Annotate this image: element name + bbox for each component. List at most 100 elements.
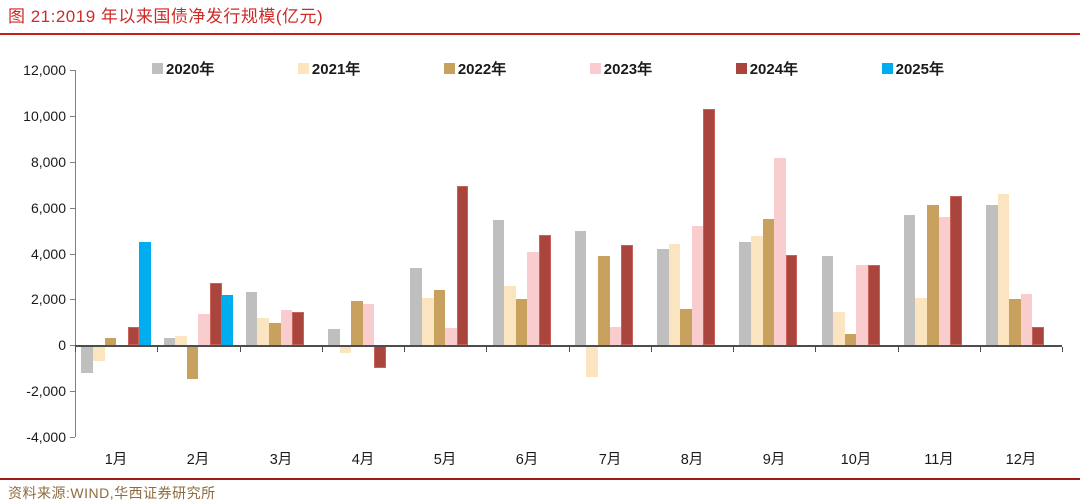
y-axis-label: 2,000	[30, 291, 66, 307]
y-axis-tick	[70, 116, 75, 117]
x-axis-tick	[733, 347, 734, 352]
bar-2022-5月	[434, 290, 445, 345]
y-axis-line	[75, 70, 76, 437]
y-axis-label: 6,000	[30, 200, 66, 216]
x-axis-tick	[75, 347, 76, 352]
x-axis-tick	[240, 347, 241, 352]
bar-2025-1月	[139, 242, 151, 345]
x-axis-tick	[404, 347, 405, 352]
figure-title: 图 21:2019 年以来国债净发行规模(亿元)	[8, 7, 324, 26]
bar-2022-6月	[516, 299, 527, 345]
legend-item-2021: 2021年	[297, 58, 361, 79]
legend-item-2024: 2024年	[735, 58, 798, 79]
x-axis-tick	[651, 347, 652, 352]
bar-2021-10月	[833, 312, 845, 345]
x-axis-label: 7月	[598, 452, 622, 468]
bar-2024-1月	[128, 327, 139, 345]
chart-legend: 2020年 2021年 2022年 2023年 2024年 2025年	[152, 58, 944, 79]
bar-2020-9月	[739, 242, 751, 345]
bar-2022-1月	[105, 338, 116, 345]
x-axis-label: 9月	[762, 452, 786, 468]
bar-2021-9月	[751, 236, 763, 345]
bar-2022-12月	[1009, 299, 1021, 345]
y-axis-tick	[70, 162, 75, 163]
x-axis-tick	[980, 347, 981, 352]
bar-2024-4月	[374, 345, 386, 368]
bar-2021-7月	[586, 345, 598, 377]
legend-item-2022: 2022年	[443, 58, 506, 79]
x-axis-tick	[1062, 347, 1063, 352]
x-axis-label: 5月	[433, 452, 457, 468]
y-axis-tick	[70, 299, 75, 300]
y-axis-label: -4,000	[26, 429, 66, 445]
y-axis-tick	[70, 254, 75, 255]
bar-2020-6月	[493, 220, 504, 345]
bar-2020-12月	[986, 205, 998, 345]
bar-2023-10月	[856, 265, 868, 345]
bar-2024-5月	[457, 186, 468, 345]
bar-2020-5月	[410, 268, 422, 345]
footer-divider-rule	[0, 478, 1080, 480]
x-axis-label: 12月	[1005, 452, 1037, 468]
y-axis-label: 4,000	[30, 246, 66, 262]
bar-2020-8月	[657, 249, 669, 345]
bar-2022-2月	[187, 345, 198, 379]
bar-2021-3月	[257, 318, 269, 346]
bar-2022-10月	[845, 334, 856, 345]
x-axis-label: 3月	[269, 452, 293, 468]
bar-2020-7月	[575, 231, 586, 346]
legend-swatch-icon	[589, 62, 601, 74]
bar-2023-8月	[692, 226, 703, 345]
bar-2021-8月	[669, 244, 680, 345]
legend-label: 2025年	[895, 60, 944, 78]
bar-2022-4月	[351, 301, 363, 346]
bar-2023-5月	[445, 328, 457, 345]
bar-2021-4月	[340, 345, 351, 353]
bar-2024-12月	[1032, 327, 1044, 345]
bar-2023-2月	[198, 314, 210, 345]
x-axis-tick	[898, 347, 899, 352]
y-axis-label: 10,000	[23, 108, 66, 124]
bar-2021-6月	[504, 286, 516, 346]
y-axis-label: 8,000	[30, 154, 66, 170]
bar-2022-8月	[680, 309, 692, 346]
bar-2024-3月	[292, 312, 304, 345]
bar-2023-12月	[1021, 294, 1032, 346]
legend-label: 2021年	[311, 60, 361, 78]
x-axis-tick	[815, 347, 816, 352]
x-axis-tick	[486, 347, 487, 352]
bar-2023-6月	[527, 252, 539, 345]
bar-2020-3月	[246, 292, 257, 345]
bar-2020-11月	[904, 215, 915, 346]
bar-2023-9月	[774, 158, 786, 345]
bar-2021-11月	[915, 298, 927, 345]
bar-2023-7月	[610, 327, 621, 345]
x-axis-tick	[569, 347, 570, 352]
legend-swatch-icon	[881, 62, 893, 74]
bar-2020-1月	[81, 345, 93, 373]
y-axis-tick	[70, 208, 75, 209]
y-axis-tick	[70, 437, 75, 438]
x-axis-tick	[322, 347, 323, 352]
bar-2021-5月	[422, 298, 434, 345]
bar-2024-11月	[950, 196, 962, 345]
source-note: 资料来源:WIND,华西证券研究所	[8, 485, 216, 501]
legend-swatch-icon	[297, 62, 309, 74]
bar-2021-1月	[93, 345, 105, 361]
x-axis-tick	[157, 347, 158, 352]
x-axis-label: 1月	[104, 452, 128, 468]
bar-2021-12月	[998, 194, 1009, 345]
bar-2024-6月	[539, 235, 551, 345]
bar-2024-7月	[621, 245, 633, 345]
bar-2022-7月	[598, 256, 610, 345]
bar-2025-2月	[222, 295, 233, 345]
bar-2023-4月	[363, 304, 374, 345]
bar-2024-8月	[703, 109, 715, 345]
y-axis-label: 12,000	[23, 62, 66, 78]
title-divider-rule	[0, 33, 1080, 35]
bar-2024-10月	[868, 265, 880, 345]
bar-2020-2月	[164, 338, 175, 345]
legend-label: 2020年	[166, 60, 215, 78]
x-axis-label: 2月	[186, 452, 210, 468]
